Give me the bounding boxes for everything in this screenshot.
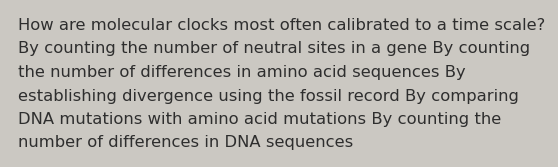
Text: number of differences in DNA sequences: number of differences in DNA sequences [18, 135, 353, 150]
Text: DNA mutations with amino acid mutations By counting the: DNA mutations with amino acid mutations … [18, 112, 501, 127]
Text: By counting the number of neutral sites in a gene By counting: By counting the number of neutral sites … [18, 42, 530, 56]
Text: establishing divergence using the fossil record By comparing: establishing divergence using the fossil… [18, 89, 519, 104]
Text: the number of differences in amino acid sequences By: the number of differences in amino acid … [18, 65, 466, 80]
Text: How are molecular clocks most often calibrated to a time scale?: How are molecular clocks most often cali… [18, 18, 545, 33]
